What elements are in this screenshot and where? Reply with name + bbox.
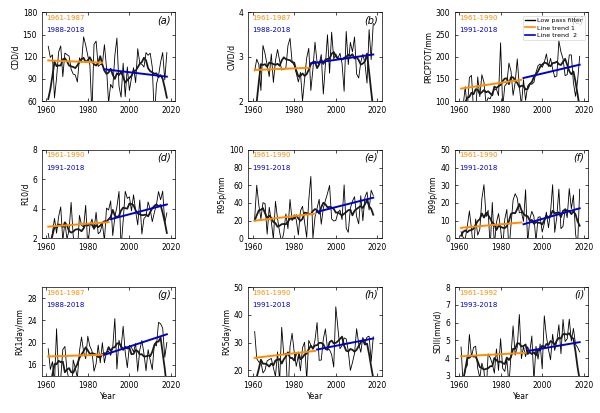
Text: (g): (g) (157, 290, 171, 300)
Y-axis label: R99p/mm: R99p/mm (428, 176, 437, 213)
Text: 1961-1987: 1961-1987 (46, 290, 85, 296)
Text: 1961-1990: 1961-1990 (459, 152, 497, 159)
Text: 1991-2018: 1991-2018 (459, 27, 497, 33)
Y-axis label: CDD/d: CDD/d (11, 45, 20, 69)
Text: (b): (b) (364, 15, 377, 25)
Text: 1961-1987: 1961-1987 (253, 15, 291, 21)
Text: 1993-2018: 1993-2018 (459, 302, 497, 308)
Text: (a): (a) (158, 15, 171, 25)
Text: (f): (f) (573, 152, 584, 162)
Text: 1961-1992: 1961-1992 (459, 290, 497, 296)
Legend: Low pass filter, Line trend 1, Line trend  2: Low pass filter, Line trend 1, Line tren… (523, 16, 585, 40)
Text: 1988-2018: 1988-2018 (46, 27, 85, 33)
Y-axis label: R95p/mm: R95p/mm (217, 176, 226, 213)
Y-axis label: RX5day/mm: RX5day/mm (222, 308, 231, 355)
Text: 1991-2018: 1991-2018 (253, 165, 291, 171)
Text: (c): (c) (571, 15, 584, 25)
Text: 1991-2018: 1991-2018 (459, 165, 497, 171)
Y-axis label: CWD/d: CWD/d (227, 44, 236, 70)
Text: (e): (e) (364, 152, 377, 162)
Y-axis label: R10/d: R10/d (20, 183, 29, 205)
Text: (h): (h) (364, 290, 377, 300)
Text: (i): (i) (574, 290, 584, 300)
X-axis label: Year: Year (307, 392, 323, 401)
Text: 1988-2018: 1988-2018 (253, 27, 291, 33)
Text: 1961-1990: 1961-1990 (253, 290, 291, 296)
X-axis label: Year: Year (513, 392, 530, 401)
Text: 1961-1990: 1961-1990 (253, 152, 291, 159)
Text: 1961-1987: 1961-1987 (46, 15, 85, 21)
Text: 1991-2018: 1991-2018 (253, 302, 291, 308)
Text: 1988-2018: 1988-2018 (46, 302, 85, 308)
Text: 1991-2018: 1991-2018 (46, 165, 85, 171)
Text: 1961-1990: 1961-1990 (46, 152, 85, 159)
Y-axis label: PRCPTOT/mm: PRCPTOT/mm (424, 31, 433, 83)
Text: (d): (d) (157, 152, 171, 162)
Text: 1961-1990: 1961-1990 (459, 15, 497, 21)
X-axis label: Year: Year (100, 392, 117, 401)
Y-axis label: SDII(mm/d): SDII(mm/d) (433, 310, 442, 353)
Y-axis label: RX1day/mm: RX1day/mm (16, 308, 25, 355)
